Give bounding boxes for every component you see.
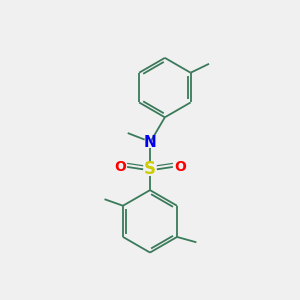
Text: O: O — [114, 160, 126, 174]
Text: S: S — [144, 160, 156, 178]
Text: O: O — [174, 160, 186, 174]
Text: N: N — [144, 135, 156, 150]
